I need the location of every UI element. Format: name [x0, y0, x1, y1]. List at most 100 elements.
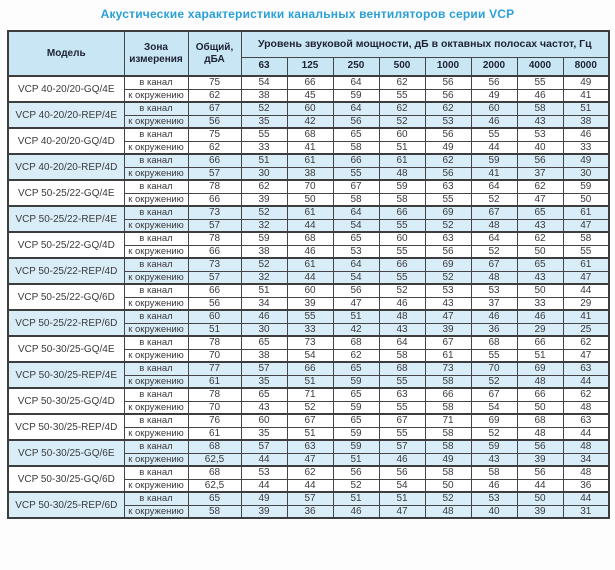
total-dba-value: 78: [187, 231, 242, 246]
table-row: VCP 50-25/22-GQ/4D в канал 78 59 68 65 60 63 64 6…: [7, 231, 610, 259]
zone-label: к окружению: [123, 322, 189, 337]
band-value: 53: [470, 491, 518, 506]
band-value: 58: [424, 465, 472, 480]
band-value: 52: [424, 270, 472, 285]
zone-label: в канал: [123, 361, 189, 376]
band-value: 60: [286, 101, 334, 116]
band-value: 65: [240, 335, 288, 350]
total-dba-value: 56: [187, 296, 242, 311]
band-value: 69: [516, 361, 564, 376]
acoustic-characteristics-table: Модель Зона измерения Общий, дБА Уровень…: [7, 30, 611, 519]
band-value: 56: [424, 88, 472, 103]
band-value: 44: [286, 478, 334, 493]
band-value: 62: [424, 153, 472, 168]
band-value: 67: [470, 257, 518, 272]
band-value: 33: [516, 296, 564, 311]
band-value: 52: [378, 114, 426, 129]
table-row: VCP 50-30/25-GQ/4D в канал 78 65 71 65 63 66 67 6…: [7, 387, 610, 415]
band-value: 48: [378, 309, 426, 324]
total-dba-value: 70: [187, 400, 242, 415]
band-value: 63: [378, 387, 426, 402]
table-row: VCP 50-25/22-REP/4E в канал 73 52 61 64 66 69 67…: [7, 205, 610, 233]
total-dba-value: 76: [187, 413, 242, 428]
band-value: 58: [332, 192, 380, 207]
band-value: 56: [332, 465, 380, 480]
band-value: 48: [424, 504, 472, 519]
band-value: 39: [240, 192, 288, 207]
header-freq-500: 500: [378, 56, 426, 77]
band-value: 56: [424, 127, 472, 142]
band-value: 63: [286, 439, 334, 454]
band-value: 54: [286, 348, 334, 363]
band-value: 56: [470, 75, 518, 90]
zone-label: в канал: [123, 465, 189, 480]
band-value: 64: [332, 257, 380, 272]
band-value: 31: [562, 504, 610, 519]
band-value: 56: [516, 465, 564, 480]
band-value: 41: [470, 166, 518, 181]
table-row: VCP 40-20/20-REP/4E в канал 67 52 60 64 62 62 60…: [7, 101, 610, 129]
zone-label: к окружению: [123, 426, 189, 441]
zone-label: к окружению: [123, 374, 189, 389]
band-value: 48: [470, 218, 518, 233]
band-value: 52: [424, 491, 472, 506]
band-value: 46: [516, 309, 564, 324]
band-value: 56: [424, 166, 472, 181]
total-dba-value: 77: [187, 361, 242, 376]
band-value: 58: [378, 192, 426, 207]
zone-label: к окружению: [123, 192, 189, 207]
model-name: VCP 50-30/25-REP/4D: [7, 413, 125, 441]
band-value: 57: [240, 361, 288, 376]
total-dba-value: 61: [187, 426, 242, 441]
band-value: 40: [470, 504, 518, 519]
band-value: 49: [240, 491, 288, 506]
band-value: 65: [516, 205, 564, 220]
header-row-frequencies: 63 125 250 500 1000 2000 4000 8000: [8, 56, 610, 77]
model-name: VCP 50-25/22-GQ/4D: [7, 231, 125, 259]
band-value: 58: [424, 439, 472, 454]
band-value: 38: [240, 244, 288, 259]
band-value: 68: [286, 231, 334, 246]
band-value: 43: [378, 322, 426, 337]
band-value: 47: [562, 270, 610, 285]
table-row: к окружению 61 35 51 59 55 58 52 48 44: [8, 374, 610, 389]
band-value: 51: [286, 374, 334, 389]
band-value: 63: [424, 231, 472, 246]
table-row: к окружению 51 30 33 42 43 39 36 29 25: [8, 322, 610, 337]
table-row: VCP 50-25/22-GQ/4E в канал 78 62 70 67 59 63 64 6…: [7, 179, 610, 207]
zone-label: в канал: [123, 309, 189, 324]
band-value: 58: [332, 140, 380, 155]
table-row: к окружению 58 39 36 46 47 48 40 39 31: [8, 504, 610, 519]
band-value: 46: [470, 114, 518, 129]
model-name: VCP 50-30/25-GQ/6D: [7, 465, 125, 493]
band-value: 59: [332, 400, 380, 415]
band-value: 30: [240, 322, 288, 337]
header-measurement-zone: Зона измерения: [123, 30, 189, 77]
band-value: 58: [562, 231, 610, 246]
band-value: 29: [516, 322, 564, 337]
band-value: 52: [240, 205, 288, 220]
band-value: 66: [286, 75, 334, 90]
band-value: 50: [562, 192, 610, 207]
band-value: 66: [516, 387, 564, 402]
zone-label: к окружению: [123, 218, 189, 233]
band-value: 55: [378, 374, 426, 389]
model-name: VCP 40-20/20-REP/4E: [7, 101, 125, 129]
band-value: 51: [332, 452, 380, 467]
band-value: 46: [470, 309, 518, 324]
band-value: 59: [470, 439, 518, 454]
band-value: 48: [516, 426, 564, 441]
total-dba-value: 68: [187, 465, 242, 480]
band-value: 44: [562, 283, 610, 298]
total-dba-value: 57: [187, 218, 242, 233]
band-value: 58: [424, 400, 472, 415]
band-value: 66: [424, 387, 472, 402]
model-name: VCP 40-20/20-GQ/4D: [7, 127, 125, 155]
band-value: 44: [286, 218, 334, 233]
band-value: 69: [470, 413, 518, 428]
header-octave-bands-title: Уровень звуковой мощности, дБ в октавных…: [240, 30, 610, 58]
band-value: 50: [424, 478, 472, 493]
page-title: Акустические характеристики канальных ве…: [100, 7, 515, 21]
band-value: 46: [378, 452, 426, 467]
table-header: Модель Зона измерения Общий, дБА Уровень…: [7, 30, 610, 77]
